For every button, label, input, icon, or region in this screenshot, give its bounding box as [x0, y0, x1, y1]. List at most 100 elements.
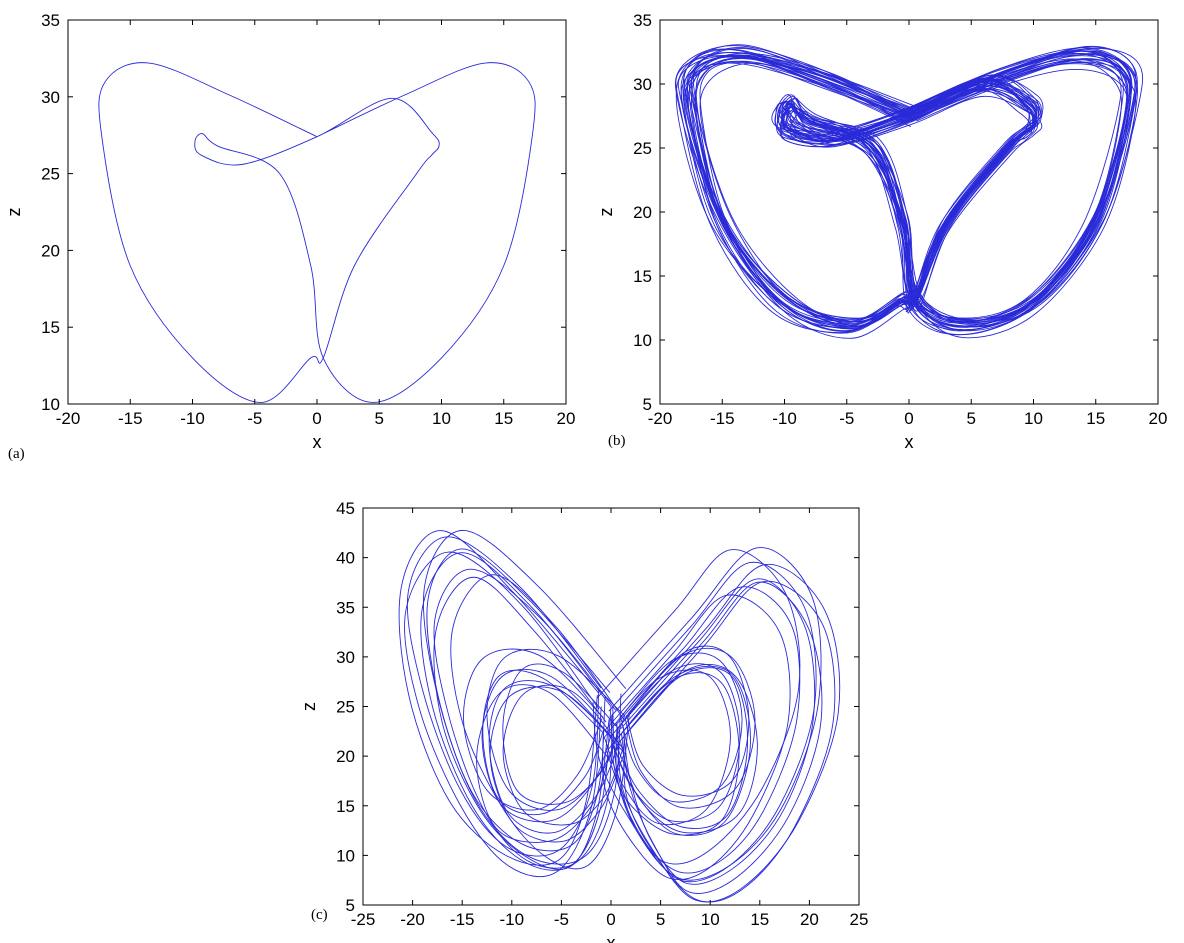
traces-a — [98, 62, 536, 403]
x-tick-label-a: -20 — [56, 409, 81, 428]
series-line-b-0-strand-18 — [691, 50, 1128, 323]
x-tick-label-c: 20 — [800, 910, 819, 929]
traces-c — [398, 529, 841, 903]
y-axis-label-a: z — [4, 208, 24, 217]
series-line-c-0-strand-3 — [398, 530, 600, 866]
x-tick-label-a: 5 — [375, 409, 384, 428]
y-tick-label-c: 5 — [346, 896, 355, 915]
y-tick-label-a: 30 — [41, 88, 60, 107]
y-tick-label-a: 15 — [41, 318, 60, 337]
series-line-c-2-strand-7 — [489, 686, 626, 843]
y-tick-label-b: 5 — [643, 395, 652, 414]
y-tick-label-c: 10 — [336, 846, 355, 865]
panel-a: -20 -15 -10 -5 0 5 10 15 20 10 15 20 25 30 35 x z (a) — [4, 11, 575, 462]
y-tick-label-b: 30 — [633, 75, 652, 94]
series-line-c-1-strand-5 — [620, 578, 816, 885]
y-tick-label-c: 40 — [336, 549, 355, 568]
x-tick-label-c: -25 — [351, 910, 376, 929]
x-tick-label-b: 15 — [1086, 409, 1105, 428]
y-tick-label-c: 45 — [336, 499, 355, 518]
x-tick-label-b: -20 — [648, 409, 673, 428]
series-line-a-0 — [98, 62, 536, 403]
series-line-b-0-strand-1 — [699, 62, 1128, 327]
series-line-b-0-strand-25 — [674, 45, 1138, 332]
x-tick-label-c: -15 — [450, 910, 475, 929]
y-tick-label-b: 10 — [633, 331, 652, 350]
x-tick-label-c: 5 — [656, 910, 665, 929]
x-tick-label-c: 25 — [850, 910, 869, 929]
x-tick-label-b: 20 — [1149, 409, 1168, 428]
x-tick-label-a: 0 — [312, 409, 321, 428]
x-tick-label-c: -20 — [400, 910, 425, 929]
panel-label-c: (c) — [311, 907, 328, 923]
series-line-b-0-strand-13 — [683, 47, 1129, 324]
series-line-b-0-strand-24 — [686, 50, 1129, 328]
x-tick-label-c: 10 — [701, 910, 720, 929]
y-tick-label-b: 35 — [633, 11, 652, 30]
y-tick-label-c: 25 — [336, 698, 355, 717]
series-line-c-3-strand-6 — [606, 672, 740, 836]
series-line-b-0-strand-20 — [687, 57, 1128, 328]
panel-label-a: (a) — [8, 446, 25, 462]
y-tick-label-a: 20 — [41, 241, 60, 260]
series-line-c-0-strand-7 — [406, 536, 602, 857]
y-tick-label-c: 35 — [336, 598, 355, 617]
series-line-b-0-strand-21 — [690, 55, 1131, 322]
series-line-c-2-strand-3 — [482, 669, 604, 816]
series-line-b-0-strand-19 — [680, 54, 1128, 332]
x-tick-label-a: 20 — [557, 409, 576, 428]
series-line-c-1 — [610, 562, 817, 883]
y-tick-label-c: 30 — [336, 648, 355, 667]
series-line-c-2-strand-4 — [502, 663, 620, 805]
series-line-c-2 — [481, 668, 612, 823]
x-tick-label-b: -10 — [772, 409, 797, 428]
x-tick-label-b: 5 — [967, 409, 976, 428]
series-line-c-0-strand-6 — [404, 551, 602, 878]
plot-frame-a — [67, 19, 567, 405]
x-tick-label-b: -5 — [839, 409, 854, 428]
x-tick-label-a: -5 — [247, 409, 262, 428]
series-line-c-2-strand-5 — [476, 684, 610, 843]
x-tick-label-c: 15 — [750, 910, 769, 929]
y-tick-label-b: 20 — [633, 203, 652, 222]
x-tick-label-c: -10 — [500, 910, 525, 929]
series-line-c-2-strand-6 — [502, 684, 624, 826]
x-tick-label-a: 15 — [494, 409, 513, 428]
series-line-c-0-strand-5 — [450, 574, 630, 870]
series-line-c-1-strand-3 — [614, 586, 801, 874]
series-line-c-0-strand-8 — [423, 529, 627, 865]
x-tick-label-a: -10 — [180, 409, 205, 428]
series-line-b-0-strand-16 — [688, 58, 1131, 331]
x-tick-label-c: -5 — [554, 910, 569, 929]
series-line-c-3-strand-8 — [624, 647, 756, 809]
series-line-c-1-strand-6 — [620, 581, 823, 894]
x-tick-label-a: -15 — [118, 409, 143, 428]
series-line-c-1-strand-1 — [616, 563, 841, 903]
x-tick-label-c: 0 — [606, 910, 615, 929]
y-tick-label-c: 15 — [336, 797, 355, 816]
series-line-c-3-strand-4 — [610, 665, 751, 836]
series-line-c-1-strand-7 — [592, 549, 801, 865]
panel-label-b: (b) — [608, 433, 626, 449]
x-tick-label-b: 10 — [1024, 409, 1043, 428]
y-tick-label-a: 10 — [41, 395, 60, 414]
y-tick-label-a: 35 — [41, 11, 60, 30]
y-tick-label-b: 25 — [633, 139, 652, 158]
y-tick-label-a: 25 — [41, 165, 60, 184]
x-axis-label-c: x — [607, 933, 616, 943]
series-line-c-1-strand-8 — [623, 580, 836, 903]
y-tick-label-b: 15 — [633, 267, 652, 286]
y-axis-label-b: z — [596, 208, 616, 217]
y-axis-label-c: z — [299, 702, 319, 711]
series-line-c-0-strand-4 — [433, 576, 610, 870]
traces-b — [674, 44, 1144, 339]
series-line-b-0-strand-17 — [675, 49, 1132, 336]
x-axis-label-a: x — [313, 432, 322, 452]
x-tick-label-a: 10 — [432, 409, 451, 428]
series-line-c-3-strand-7 — [626, 645, 750, 797]
series-line-c-0 — [420, 552, 612, 871]
panel-c: -25 -20 -15 -10 -5 0 5 10 15 20 25 5 10 15 20 25 30 35 40 4… — [299, 499, 868, 943]
y-tick-label-c: 20 — [336, 747, 355, 766]
x-axis-label-b: x — [905, 432, 914, 452]
